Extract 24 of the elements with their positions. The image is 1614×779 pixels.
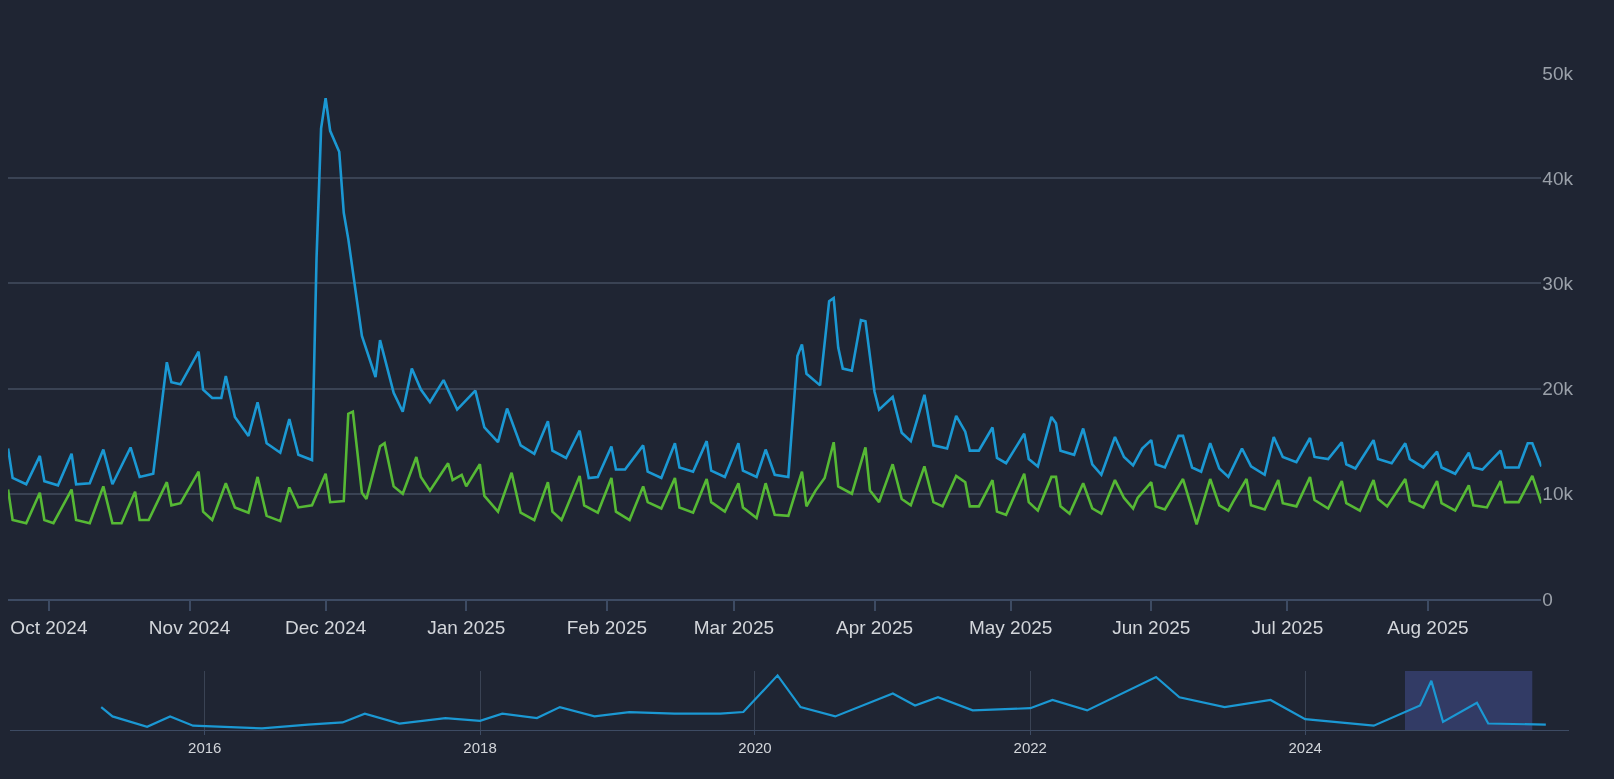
x-tick-label: Jun 2025 [1112,616,1191,638]
x-tick-label: Apr 2025 [835,616,914,638]
x-tick-label: Aug 2025 [1387,616,1469,638]
x-tick-label: 2020 [738,739,772,757]
y-tick-label: 50k [1542,62,1574,84]
y-tick-label: 0 [1542,588,1553,610]
x-tick-label: Nov 2024 [148,616,231,638]
y-tick-label: 30k [1542,272,1574,294]
x-tick-label: 2018 [463,739,497,757]
line-series [8,410,1542,526]
line-series [8,96,1542,487]
x-tick-label: Jul 2025 [1251,616,1324,638]
x-tick-label: May 2025 [968,616,1053,638]
x-tick-label: 2022 [1013,739,1047,757]
x-tick-label: 2016 [188,739,222,757]
x-tick-label: Oct 2024 [10,616,88,638]
x-tick-label: 2024 [1288,739,1322,757]
x-tick-label: Feb 2025 [566,616,648,638]
y-tick-label: 10k [1542,483,1574,505]
y-tick-label: 20k [1542,378,1574,400]
x-tick-label: Dec 2024 [284,616,367,638]
x-tick-label: Mar 2025 [693,616,775,638]
y-tick-label: 40k [1542,167,1574,189]
x-tick-label: Jan 2025 [427,616,506,638]
